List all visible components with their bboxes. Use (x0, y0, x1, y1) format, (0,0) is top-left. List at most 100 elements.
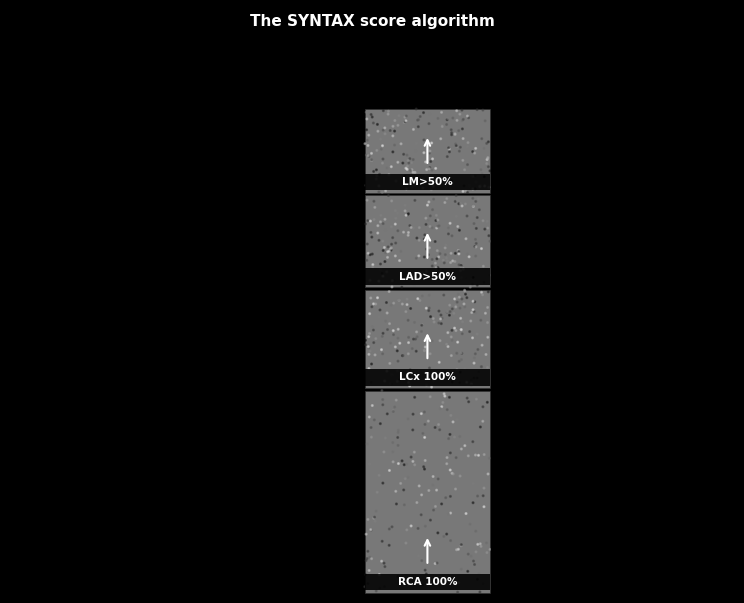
Point (392, 572, 404, 581)
Point (413, 115, 425, 124)
Point (446, 231, 458, 241)
Point (457, 156, 469, 165)
Text: 1: 1 (706, 241, 713, 251)
Point (364, 552, 376, 562)
Point (445, 257, 457, 267)
Point (369, 350, 381, 360)
Point (388, 402, 400, 412)
Point (373, 235, 385, 245)
Point (415, 409, 427, 418)
Text: 1: 1 (706, 437, 713, 446)
Point (382, 191, 394, 200)
Point (454, 432, 466, 441)
Point (422, 235, 434, 244)
Point (439, 391, 451, 401)
Point (371, 165, 382, 175)
Text: 2: 2 (706, 468, 713, 478)
Point (443, 175, 455, 185)
Text: LAD>50%: LAD>50% (399, 272, 456, 282)
Point (394, 256, 405, 265)
Point (382, 253, 394, 262)
Point (465, 375, 477, 385)
Point (395, 479, 407, 488)
Point (397, 351, 409, 361)
Point (402, 162, 414, 171)
Point (408, 318, 420, 327)
Point (456, 201, 468, 211)
Point (456, 349, 468, 358)
Point (459, 286, 471, 295)
Point (387, 121, 399, 131)
Point (401, 300, 413, 309)
Point (371, 145, 382, 155)
Point (388, 126, 400, 136)
Text: 8. Length >20 mm: 8. Length >20 mm (15, 295, 137, 308)
Point (451, 415, 463, 425)
Point (428, 317, 440, 327)
Point (466, 437, 478, 447)
Point (472, 194, 484, 204)
Point (451, 365, 463, 374)
Point (385, 243, 397, 253)
Point (467, 201, 479, 211)
Point (439, 243, 451, 253)
Point (372, 228, 384, 238)
Point (363, 332, 375, 341)
Point (361, 256, 373, 265)
Point (432, 180, 444, 190)
Point (447, 113, 459, 123)
Point (379, 376, 391, 386)
Bar (365, 268, 490, 285)
Text: Segment 6: 3.5×2: Segment 6: 3.5×2 (496, 220, 598, 230)
Point (450, 453, 462, 463)
Point (392, 426, 404, 435)
Point (389, 206, 401, 215)
Point (458, 285, 470, 295)
Point (383, 247, 395, 256)
Point (397, 299, 408, 309)
Point (482, 287, 494, 297)
Point (382, 109, 394, 119)
Text: + Bifurcation type A: + Bifurcation type A (496, 230, 609, 241)
Point (414, 295, 426, 305)
Point (364, 329, 376, 338)
Point (426, 382, 437, 392)
Point (382, 325, 394, 335)
Point (441, 291, 453, 301)
Text: + Heavy calcification: + Heavy calcification (496, 251, 615, 262)
Text: 7: 7 (706, 220, 713, 230)
Point (443, 434, 455, 443)
Point (472, 491, 484, 501)
Point (445, 176, 457, 186)
Point (376, 159, 388, 168)
Point (386, 370, 398, 379)
Point (446, 469, 458, 478)
Point (377, 219, 389, 229)
Point (452, 337, 464, 347)
Point (427, 480, 439, 490)
Point (412, 523, 424, 533)
Point (444, 448, 456, 458)
Point (408, 447, 420, 457)
Point (372, 221, 384, 230)
Point (405, 165, 417, 175)
Text: iv. Bridging collaterals: iv. Bridging collaterals (15, 168, 161, 181)
Point (409, 168, 421, 177)
Point (441, 256, 453, 266)
Point (481, 154, 493, 163)
Point (373, 276, 385, 286)
Point (374, 419, 386, 429)
Point (436, 122, 448, 131)
Point (398, 118, 410, 127)
Point (376, 557, 388, 566)
Point (377, 125, 389, 135)
Point (379, 123, 391, 133)
Point (458, 115, 469, 124)
Point (373, 312, 385, 321)
Point (416, 267, 428, 277)
Point (455, 349, 467, 358)
Point (408, 168, 420, 177)
Point (361, 114, 373, 124)
Point (413, 251, 425, 260)
Point (437, 173, 449, 183)
